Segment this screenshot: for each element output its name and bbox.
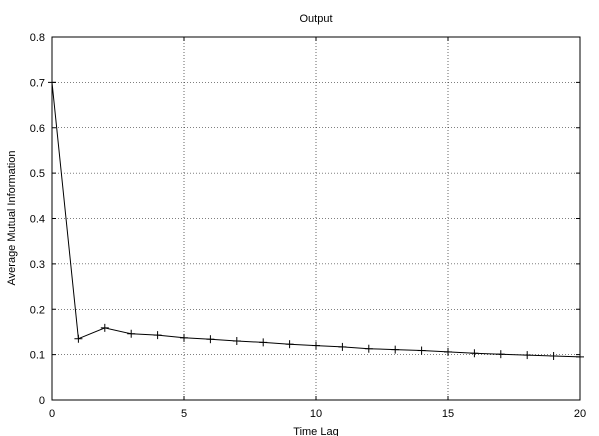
x-axis-label: Time Lag [293,426,338,436]
data-point-marker [74,334,83,343]
data-point-marker [338,342,347,351]
x-axis-ticks: 0 5 10 15 20 [49,37,586,420]
y-tick-label: 0.2 [30,304,45,316]
data-point-marker [391,345,400,354]
x-tick-label: 15 [442,408,454,420]
y-tick-label: 0.1 [30,350,45,362]
series-line [51,82,581,358]
data-point-marker [523,351,532,360]
y-tick-label: 0.8 [30,32,45,44]
y-tick-label: 0.7 [30,77,45,89]
chart-title: Output [299,13,332,25]
data-point-marker [470,349,479,358]
y-tick-label: 0.3 [30,259,45,271]
data-point-marker [232,337,241,346]
data-point-marker [444,347,452,356]
x-tick-label: 10 [310,408,322,420]
data-point-marker [153,331,162,340]
data-point-marker [417,346,426,355]
data-point-marker [48,78,56,87]
y-tick-label: 0.4 [30,214,45,226]
data-point-marker [180,333,188,342]
data-point-marker [127,329,136,338]
y-axis-label: Average Mutual Information [6,151,18,286]
x-tick-label: 20 [574,408,586,420]
data-point-marker [576,352,584,361]
data-point-marker [496,350,505,359]
data-point-marker [312,341,320,350]
x-tick-label: 0 [49,408,55,420]
series-layer [48,78,584,361]
data-point-marker [549,351,558,360]
data-point-marker [259,338,268,347]
y-tick-label: 0.6 [30,123,45,135]
data-point-marker [206,335,215,344]
y-axis-ticks: 0 0.1 0.2 0.3 0.4 0.5 0.6 0.7 0.8 [30,32,580,407]
data-point-marker [285,340,294,349]
x-tick-label: 5 [181,408,187,420]
data-point-marker [100,323,109,332]
y-tick-label: 0 [39,395,45,407]
y-tick-label: 0.5 [30,168,45,180]
grid-lines [52,37,580,400]
data-point-marker [364,344,373,353]
